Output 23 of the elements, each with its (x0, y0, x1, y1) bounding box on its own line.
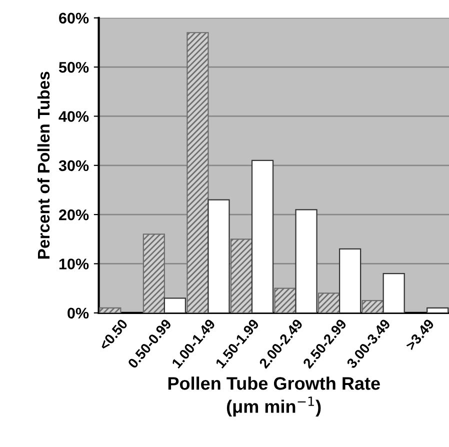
bar (362, 300, 384, 313)
bar (164, 298, 186, 313)
bar (295, 209, 318, 313)
y-tick-label: 60% (59, 12, 89, 24)
bar (426, 307, 449, 313)
y-axis-title: Percent of Pollen Tubes (37, 72, 50, 259)
y-tick-label: 0% (68, 308, 89, 319)
y-tick-label: 30% (58, 160, 89, 172)
bar (99, 307, 122, 313)
bar (274, 288, 296, 313)
bar (142, 234, 165, 313)
bar (339, 248, 362, 313)
bar (318, 292, 340, 313)
bar (186, 32, 209, 313)
bar (251, 160, 274, 313)
y-tick-label: 50% (58, 62, 89, 73)
bar (230, 238, 253, 313)
y-tick-label: 40% (58, 111, 89, 122)
x-axis-title: Pollen Tube Growth Rate (μm min$^{−1}$) (168, 376, 380, 417)
y-tick-label: 10% (59, 258, 89, 270)
y-tick-label: 20% (59, 209, 89, 220)
bar (208, 199, 230, 313)
bar (382, 273, 405, 313)
